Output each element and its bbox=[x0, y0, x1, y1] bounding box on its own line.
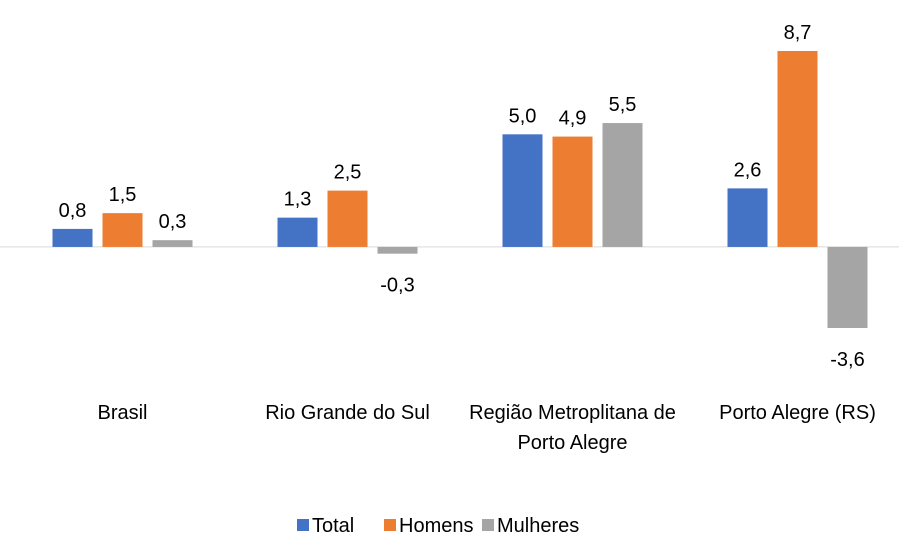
bar bbox=[827, 246, 868, 328]
x-tick-label-box: Porto Alegre (RS) bbox=[719, 402, 876, 424]
legend-label: Homens bbox=[399, 515, 473, 537]
x-tick-label-box: Região Metroplitana de Porto Alegre bbox=[469, 402, 676, 454]
bar bbox=[102, 213, 143, 247]
legend-swatch bbox=[384, 519, 396, 531]
legend-swatch bbox=[482, 519, 494, 531]
bar bbox=[552, 136, 593, 247]
x-tick-label: Brasil bbox=[97, 402, 148, 424]
value-label: 5,0 bbox=[509, 105, 537, 127]
bar bbox=[502, 134, 543, 247]
value-label: 2,6 bbox=[734, 159, 762, 181]
value-label: -0,3 bbox=[380, 275, 414, 297]
value-label: 5,5 bbox=[609, 94, 637, 116]
bar bbox=[602, 123, 643, 247]
value-label: -3,6 bbox=[830, 349, 864, 371]
bar bbox=[377, 246, 418, 254]
value-label: 1,5 bbox=[109, 184, 137, 206]
value-label: 0,8 bbox=[59, 200, 87, 222]
bar bbox=[277, 217, 318, 247]
bar bbox=[152, 240, 193, 247]
bar bbox=[327, 190, 368, 247]
value-label: 1,3 bbox=[284, 189, 312, 211]
legend-swatch bbox=[297, 519, 309, 531]
x-tick-label: Porto Alegre (RS) bbox=[719, 402, 876, 424]
value-label: 4,9 bbox=[559, 108, 587, 130]
legend-label: Mulheres bbox=[497, 515, 579, 537]
x-tick-label: Região Metroplitana de Porto Alegre bbox=[469, 402, 676, 454]
x-tick-label: Rio Grande do Sul bbox=[265, 402, 430, 424]
value-label: 2,5 bbox=[334, 162, 362, 184]
value-label: 0,3 bbox=[159, 211, 187, 233]
x-tick-label-box: Rio Grande do Sul bbox=[265, 402, 430, 424]
bar bbox=[52, 228, 93, 247]
bar bbox=[727, 188, 768, 247]
value-label: 8,7 bbox=[784, 22, 812, 44]
bar bbox=[777, 51, 818, 247]
legend-label: Total bbox=[312, 515, 354, 537]
x-tick-label-box: Brasil bbox=[97, 402, 148, 424]
